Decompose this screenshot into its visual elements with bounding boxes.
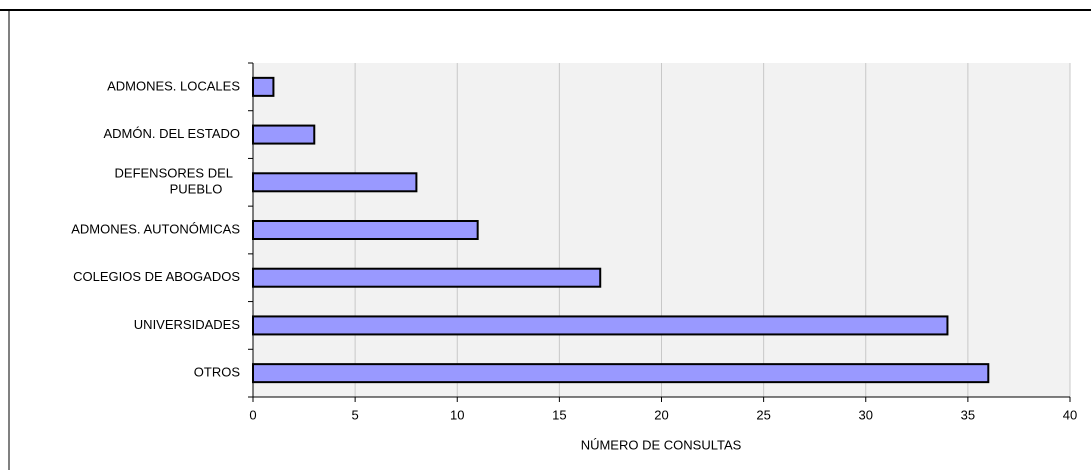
y-tick-label: OTROS: [194, 365, 241, 380]
x-tick-label: 30: [859, 407, 873, 422]
bar: [252, 124, 316, 145]
bar: [252, 76, 275, 97]
bar: [252, 315, 949, 336]
x-tick-label: 0: [249, 407, 256, 422]
x-axis-label: NÚMERO DE CONSULTAS: [581, 437, 742, 452]
x-tick-label: 10: [450, 407, 464, 422]
x-tick-label: 40: [1063, 407, 1077, 422]
x-tick-label: 5: [352, 407, 359, 422]
y-tick-label: COLEGIOS DE ABOGADOS: [73, 269, 240, 284]
y-tick-label: DEFENSORES DEL PUEBLO: [115, 166, 233, 197]
y-tick-label: ADMÓN. DEL ESTADO: [103, 126, 240, 141]
y-tick-label: ADMONES. AUTONÓMICAS: [71, 221, 240, 236]
y-tick-label: ADMONES. LOCALES: [107, 78, 240, 93]
y-tick-label: UNIVERSIDADES: [134, 317, 241, 332]
bar: [252, 267, 602, 288]
x-tick-label: 35: [961, 407, 975, 422]
x-tick-label: 15: [552, 407, 566, 422]
bar: [252, 172, 418, 193]
bar: [252, 363, 990, 384]
x-tick-label: 20: [654, 407, 668, 422]
bar: [252, 220, 479, 240]
x-tick-label: 25: [756, 407, 770, 422]
y-tick-label-line: PUEBLO: [170, 182, 223, 197]
y-tick-label-line: DEFENSORES DEL: [115, 166, 233, 181]
